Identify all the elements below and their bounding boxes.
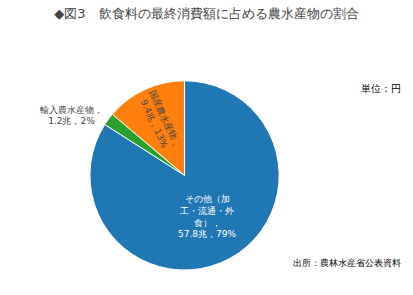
html-text:国産農水産物，: 国産農水産物， — [146, 88, 183, 150]
html-text:9.4兆，13%: 9.4兆，13% — [138, 97, 170, 150]
svg-text:その他（加工・流通・外食），57.8兆，79%: その他（加工・流通・外食），57.8兆，79% — [178, 194, 236, 239]
svg-text:出所：農林水産省公表資料: 出所：農林水産省公表資料 — [293, 258, 401, 268]
svg-text:単位：円: 単位：円 — [361, 83, 401, 94]
svg-text:◆図3 飲食料の最終消費額に占める農水産物の割合: ◆図3 飲食料の最終消費額に占める農水産物の割合 — [54, 6, 358, 21]
svg-text:輸入農水産物，1.2兆，2%: 輸入農水産物，1.2兆，2% — [40, 105, 103, 127]
